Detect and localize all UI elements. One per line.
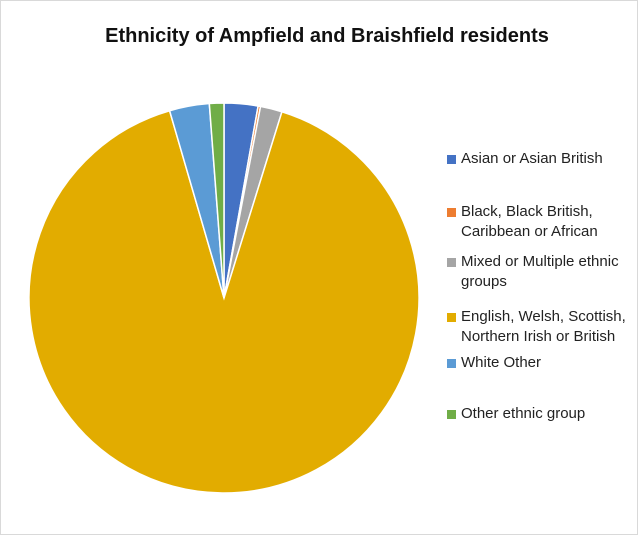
legend-item: English, Welsh, Scottish, Northern Irish… xyxy=(447,307,639,347)
legend-label: Asian or Asian British xyxy=(461,150,603,167)
chart-title: Ethnicity of Ampfield and Braishfield re… xyxy=(105,25,549,47)
legend-item: Other ethnic group xyxy=(447,404,639,424)
legend-item: White Other xyxy=(447,353,639,373)
legend-label: White Other xyxy=(461,354,542,371)
pie-slice xyxy=(208,102,225,299)
legend-label: Black, Black British, Caribbean or Afric… xyxy=(461,203,598,240)
legend-label: Other ethnic group xyxy=(461,405,586,422)
legend-swatch xyxy=(447,208,456,217)
legend-swatch xyxy=(447,410,456,419)
pie-slice xyxy=(28,109,420,494)
legend-swatch xyxy=(447,359,456,368)
legend-swatch xyxy=(447,313,456,322)
legend-label: English, Welsh, Scottish, Northern Irish… xyxy=(461,308,626,345)
legend-item: Mixed or Multiple ethnic groups xyxy=(447,252,639,292)
legend-item: Black, Black British, Caribbean or Afric… xyxy=(447,202,639,242)
legend-swatch xyxy=(447,155,456,164)
legend-label: Mixed or Multiple ethnic groups xyxy=(461,253,619,290)
legend-item: Asian or Asian British xyxy=(447,149,639,169)
legend-swatch xyxy=(447,258,456,267)
